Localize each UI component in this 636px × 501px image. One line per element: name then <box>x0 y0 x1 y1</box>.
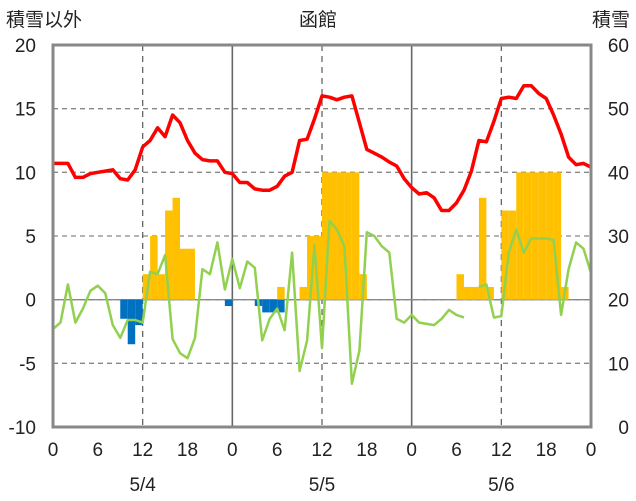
y-right-tick-label: 40 <box>608 163 629 184</box>
x-tick-label: 6 <box>93 440 104 461</box>
x-day-label: 5/5 <box>309 475 335 496</box>
bar <box>127 299 136 345</box>
bar <box>344 172 352 300</box>
left-axis-title: 積雪以外 <box>6 9 82 31</box>
bar <box>553 172 562 300</box>
bar <box>172 197 181 300</box>
y-right-tick-label: 0 <box>618 418 629 439</box>
bar <box>501 210 509 300</box>
bar <box>224 299 233 307</box>
x-tick-label: 0 <box>48 440 59 461</box>
bar <box>180 248 188 300</box>
x-tick-label: 6 <box>272 440 283 461</box>
bar <box>165 210 173 300</box>
y-left-tick-label: 15 <box>15 100 36 121</box>
x-tick-label: 18 <box>536 440 557 461</box>
bar <box>531 172 539 300</box>
bar <box>187 248 195 300</box>
bar <box>299 286 308 300</box>
x-tick-label: 0 <box>406 440 417 461</box>
y-right-tick-label: 60 <box>608 36 629 57</box>
bar <box>471 286 479 300</box>
bar <box>277 299 285 313</box>
plot-border <box>51 43 593 429</box>
bar <box>463 286 472 300</box>
bar <box>314 236 322 300</box>
bar <box>508 210 517 300</box>
y-right-tick-label: 50 <box>608 100 629 121</box>
right-axis-title: 積雪 <box>592 9 630 31</box>
bar <box>456 274 464 300</box>
bar <box>329 172 337 300</box>
y-left-tick-label: -10 <box>9 418 36 439</box>
bar <box>546 172 554 300</box>
series-line <box>53 83 592 213</box>
chart-title: 函館 <box>299 9 337 31</box>
bar <box>157 274 166 300</box>
bar <box>262 299 270 313</box>
y-right-tick-label: 20 <box>608 291 629 312</box>
x-tick-label: 18 <box>356 440 377 461</box>
x-tick-label: 6 <box>451 440 462 461</box>
series-line <box>478 228 593 319</box>
x-tick-label: 0 <box>586 440 597 461</box>
bar <box>135 299 143 326</box>
bar <box>269 299 278 313</box>
x-day-label: 5/4 <box>129 475 156 496</box>
x-tick-label: 18 <box>177 440 198 461</box>
y-left-tick-label: 10 <box>15 163 36 184</box>
bar <box>486 286 494 300</box>
y-left-tick-label: 20 <box>15 36 36 57</box>
y-left-tick-label: 0 <box>25 291 36 312</box>
x-tick-label: 12 <box>491 440 512 461</box>
x-tick-label: 0 <box>227 440 238 461</box>
bar <box>150 236 158 300</box>
bar <box>538 172 547 300</box>
bar <box>351 172 360 300</box>
bar <box>142 274 151 300</box>
bar <box>523 172 532 300</box>
bar <box>277 286 285 300</box>
series-line <box>52 219 465 385</box>
plot-frame <box>51 43 593 429</box>
line-series <box>52 83 593 385</box>
y-right-tick-label: 10 <box>608 354 629 375</box>
y-right-tick-label: 30 <box>608 227 629 248</box>
bar <box>478 197 487 300</box>
x-tick-label: 12 <box>132 440 153 461</box>
bar <box>307 236 315 300</box>
bar <box>516 172 524 300</box>
bar <box>120 299 128 319</box>
y-left-tick-label: -5 <box>19 354 36 375</box>
y-left-tick-label: 5 <box>25 227 36 248</box>
bar <box>322 172 330 300</box>
x-tick-label: 12 <box>311 440 332 461</box>
x-day-label: 5/6 <box>488 475 514 496</box>
